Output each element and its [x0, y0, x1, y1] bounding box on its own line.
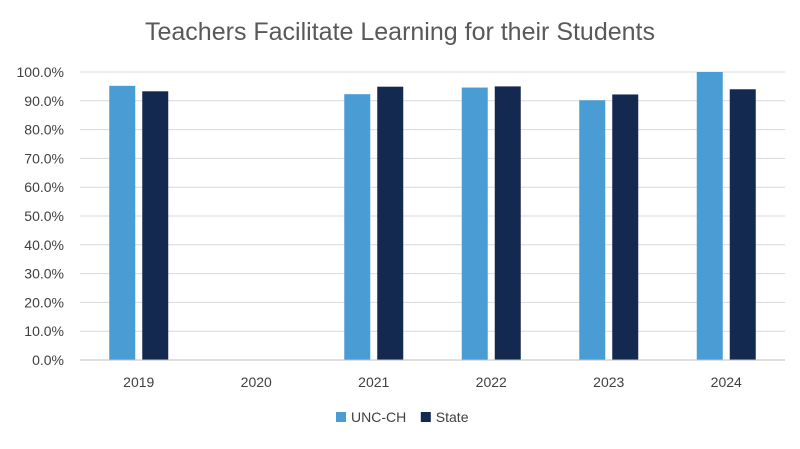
y-tick-label: 0.0% — [32, 352, 64, 368]
y-tick-label: 70.0% — [24, 150, 64, 166]
legend-swatch — [336, 412, 346, 422]
legend-label: State — [436, 409, 469, 425]
bar-unc-ch-2022 — [461, 87, 488, 360]
bar-unc-ch-2021 — [344, 94, 371, 361]
chart-title: Teachers Facilitate Learning for their S… — [145, 18, 655, 46]
bar-unc-ch-2023 — [579, 100, 606, 360]
legend-label: UNC-CH — [351, 409, 406, 425]
bar-unc-ch-2024 — [696, 72, 723, 360]
legend: UNC-CH State — [336, 409, 469, 425]
y-tick-label: 20.0% — [24, 294, 64, 310]
x-tick-label: 2021 — [358, 374, 389, 390]
x-tick-label: 2023 — [593, 374, 624, 390]
bar-state-2019 — [142, 91, 169, 361]
y-tick-label: 30.0% — [24, 266, 64, 282]
y-tick-label: 60.0% — [24, 179, 64, 195]
y-tick-label: 90.0% — [24, 93, 64, 109]
x-tick-label: 2019 — [123, 374, 154, 390]
bar-state-2021 — [377, 86, 404, 361]
y-tick-label: 100.0% — [17, 64, 64, 80]
bar-state-2023 — [612, 94, 639, 361]
y-tick-label: 40.0% — [24, 237, 64, 253]
x-axis-ticks: 2019 2020 2021 2022 2023 2024 — [123, 374, 742, 390]
legend-swatch — [420, 412, 431, 422]
y-tick-label: 80.0% — [24, 122, 64, 138]
bars — [109, 72, 756, 361]
y-tick-label: 10.0% — [24, 323, 64, 339]
bar-state-2022 — [494, 86, 521, 361]
bar-state-2024 — [729, 89, 756, 360]
x-tick-label: 2020 — [241, 374, 272, 390]
y-tick-label: 50.0% — [24, 208, 64, 224]
y-axis-ticks: 0.0% 10.0% 20.0% 30.0% 40.0% 50.0% 60.0% 70.0% 8… — [17, 64, 64, 368]
x-tick-label: 2022 — [476, 374, 507, 390]
bar-unc-ch-2019 — [109, 85, 136, 360]
x-tick-label: 2024 — [711, 374, 742, 390]
gridlines — [80, 71, 785, 332]
